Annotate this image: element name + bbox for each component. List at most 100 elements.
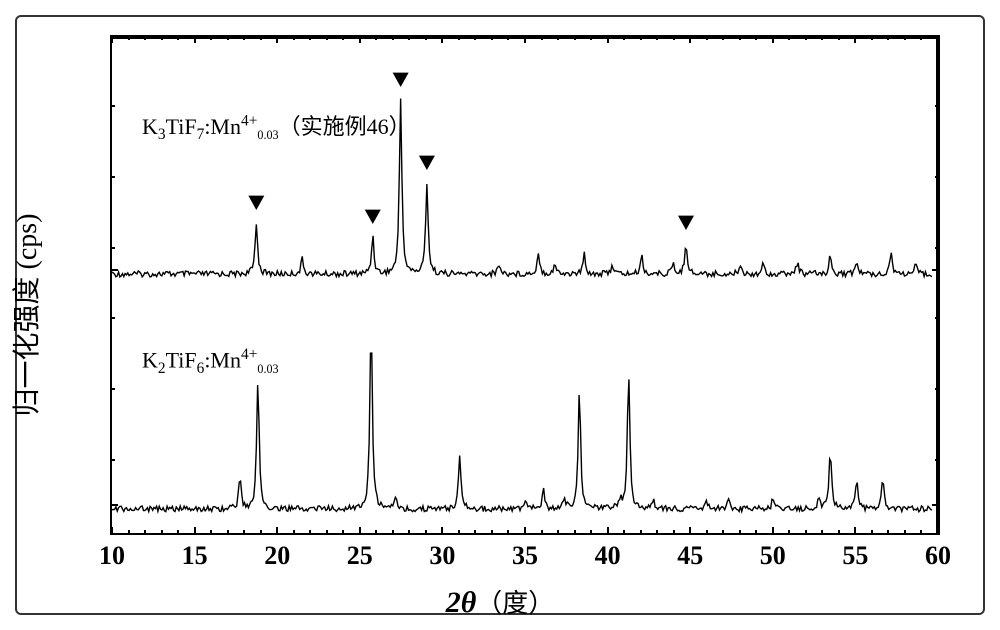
x-major-tick xyxy=(937,527,939,535)
x-tick-label: 40 xyxy=(595,541,621,571)
x-major-tick-top xyxy=(937,35,939,43)
x-minor-tick-top xyxy=(557,35,559,40)
x-minor-tick xyxy=(128,530,130,535)
x-minor-tick-top xyxy=(227,35,229,40)
x-minor-tick xyxy=(144,530,146,535)
x-minor-tick xyxy=(640,530,642,535)
x-major-tick-top xyxy=(194,35,196,43)
x-minor-tick-top xyxy=(904,35,906,40)
x-minor-tick xyxy=(177,530,179,535)
x-minor-tick xyxy=(656,530,658,535)
x-tick-label: 50 xyxy=(760,541,786,571)
x-minor-tick xyxy=(227,530,229,535)
x-major-tick-top xyxy=(524,35,526,43)
x-major-tick xyxy=(359,527,361,535)
x-axis-symbol: 2θ xyxy=(446,586,477,619)
x-minor-tick xyxy=(722,530,724,535)
x-minor-tick-top xyxy=(656,35,658,40)
y-minor-tick xyxy=(110,459,115,461)
x-minor-tick-top xyxy=(541,35,543,40)
x-minor-tick xyxy=(838,530,840,535)
x-minor-tick xyxy=(821,530,823,535)
x-major-tick-top xyxy=(441,35,443,43)
peak-marker-icon xyxy=(393,73,409,87)
x-major-tick xyxy=(111,527,113,535)
x-major-tick-top xyxy=(276,35,278,43)
x-tick-label: 20 xyxy=(264,541,290,571)
y-minor-tick-right xyxy=(935,317,940,319)
xrd-trace-top xyxy=(112,99,932,277)
x-minor-tick xyxy=(474,530,476,535)
x-major-tick-top xyxy=(689,35,691,43)
x-tick-label: 25 xyxy=(347,541,373,571)
x-minor-tick xyxy=(574,530,576,535)
x-minor-tick xyxy=(326,530,328,535)
x-minor-tick xyxy=(904,530,906,535)
y-major-tick-right xyxy=(932,269,940,271)
peak-marker-icon xyxy=(419,156,435,170)
x-minor-tick xyxy=(392,530,394,535)
x-minor-tick xyxy=(507,530,509,535)
y-minor-tick xyxy=(110,105,115,107)
x-major-tick xyxy=(854,527,856,535)
x-minor-tick-top xyxy=(309,35,311,40)
x-minor-tick xyxy=(375,530,377,535)
x-minor-tick-top xyxy=(739,35,741,40)
x-minor-tick-top xyxy=(210,35,212,40)
x-minor-tick xyxy=(805,530,807,535)
x-major-tick xyxy=(689,527,691,535)
y-minor-tick xyxy=(110,317,115,319)
x-minor-tick-top xyxy=(128,35,130,40)
y-major-tick xyxy=(110,504,118,506)
x-tick-label: 10 xyxy=(99,541,125,571)
x-axis-label: 2θ（度） xyxy=(446,583,555,620)
x-minor-tick xyxy=(408,530,410,535)
x-minor-tick xyxy=(210,530,212,535)
x-tick-label: 15 xyxy=(182,541,208,571)
x-minor-tick-top xyxy=(375,35,377,40)
x-minor-tick-top xyxy=(161,35,163,40)
peak-marker-icon xyxy=(248,196,264,210)
x-tick-label: 30 xyxy=(429,541,455,571)
y-major-tick xyxy=(110,269,118,271)
x-minor-tick-top xyxy=(243,35,245,40)
x-minor-tick xyxy=(557,530,559,535)
x-minor-tick-top xyxy=(177,35,179,40)
x-minor-tick xyxy=(706,530,708,535)
x-minor-tick xyxy=(623,530,625,535)
x-minor-tick xyxy=(788,530,790,535)
x-minor-tick-top xyxy=(392,35,394,40)
x-minor-tick xyxy=(425,530,427,535)
x-minor-tick xyxy=(739,530,741,535)
x-major-tick-top xyxy=(359,35,361,43)
x-major-tick xyxy=(441,527,443,535)
x-minor-tick-top xyxy=(755,35,757,40)
x-minor-tick-top xyxy=(871,35,873,40)
x-minor-tick-top xyxy=(788,35,790,40)
x-tick-label: 60 xyxy=(925,541,951,571)
y-minor-tick xyxy=(110,247,115,249)
x-minor-tick-top xyxy=(507,35,509,40)
x-minor-tick-top xyxy=(887,35,889,40)
x-minor-tick-top xyxy=(342,35,344,40)
x-tick-label: 45 xyxy=(677,541,703,571)
x-major-tick xyxy=(607,527,609,535)
x-minor-tick xyxy=(871,530,873,535)
x-minor-tick xyxy=(755,530,757,535)
y-minor-tick xyxy=(110,388,115,390)
x-minor-tick xyxy=(309,530,311,535)
x-minor-tick-top xyxy=(326,35,328,40)
x-major-tick-top xyxy=(854,35,856,43)
x-minor-tick-top xyxy=(706,35,708,40)
x-minor-tick xyxy=(887,530,889,535)
x-major-tick xyxy=(276,527,278,535)
figure-container: 归一化强度 (cps) K3TiF7:Mn4+0.03（实施例46） K2TiF… xyxy=(0,0,1000,630)
x-minor-tick xyxy=(673,530,675,535)
x-major-tick-top xyxy=(772,35,774,43)
y-minor-tick-right xyxy=(935,459,940,461)
x-major-tick xyxy=(194,527,196,535)
x-minor-tick-top xyxy=(574,35,576,40)
x-minor-tick-top xyxy=(293,35,295,40)
y-minor-tick-right xyxy=(935,247,940,249)
x-minor-tick xyxy=(243,530,245,535)
